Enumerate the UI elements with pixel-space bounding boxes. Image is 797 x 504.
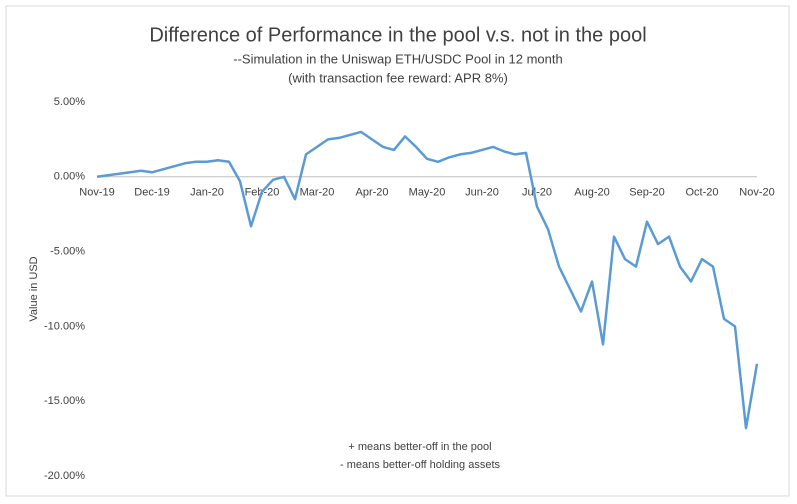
x-tick-label: May-20	[409, 187, 446, 199]
annotation: + means better-off in the pool	[348, 441, 491, 453]
x-tick-label: Nov-20	[739, 187, 774, 199]
y-tick-label: -20.00%	[44, 470, 85, 482]
x-tick-label: Oct-20	[685, 187, 718, 199]
x-tick-label: Mar-20	[300, 187, 335, 199]
x-tick-label: Jul-20	[522, 187, 552, 199]
chart-title: Difference of Performance in the pool v.…	[149, 24, 646, 46]
y-tick-label: 5.00%	[54, 96, 85, 108]
y-tick-label: -5.00%	[50, 246, 85, 258]
x-tick-label: Apr-20	[355, 187, 388, 199]
data-line	[96, 130, 759, 430]
y-axis-title: Value in USD	[28, 256, 40, 321]
x-tick-label: Sep-20	[629, 187, 664, 199]
x-tick-label: Jun-20	[465, 187, 499, 199]
y-tick-label: -15.00%	[44, 395, 85, 407]
x-tick-label: Dec-19	[134, 187, 169, 199]
chart-border	[5, 5, 790, 497]
chart-subtitle: --Simulation in the Uniswap ETH/USDC Poo…	[233, 51, 562, 66]
x-tick-label: Nov-19	[79, 187, 114, 199]
y-tick-label: 0.00%	[54, 171, 85, 183]
chart-subtitle: (with transaction fee reward: APR 8%)	[288, 70, 508, 85]
x-tick-label: Jan-20	[190, 187, 224, 199]
x-tick-label: Aug-20	[574, 187, 609, 199]
y-tick-label: -10.00%	[44, 320, 85, 332]
annotation: - means better-off holding assets	[340, 459, 500, 471]
